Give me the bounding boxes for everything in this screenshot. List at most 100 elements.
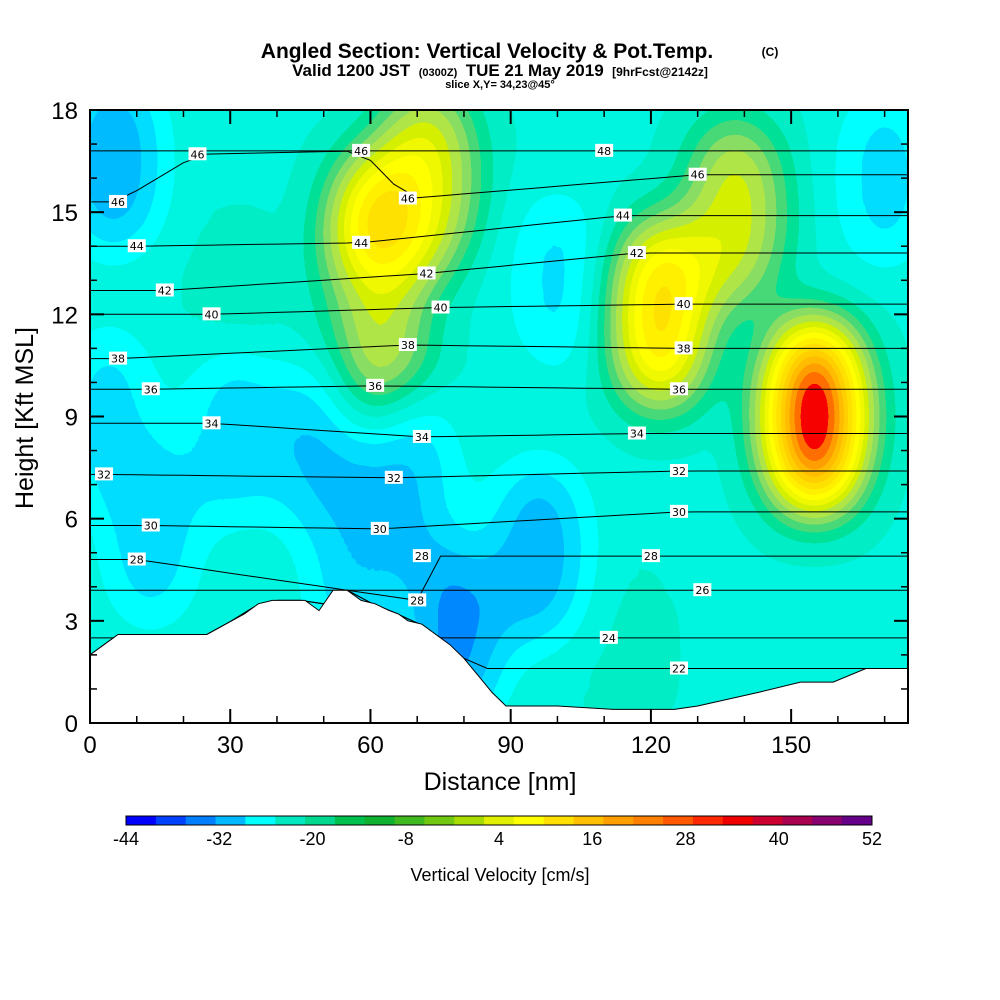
contour-label-bg	[693, 583, 712, 597]
colorbar-frame	[125, 815, 873, 826]
velocity-cell-13	[500, 457, 577, 648]
contour-label-bg	[627, 246, 646, 260]
velocity-cell-14	[519, 185, 596, 376]
x-axis-label: Distance [nm]	[424, 768, 577, 796]
contour-label-bg	[127, 552, 146, 566]
slice-label: slice X,Y= 34,23@45°	[445, 79, 555, 91]
colorbar-swatch	[364, 816, 395, 825]
colorbar-tick-label: -44	[113, 829, 139, 849]
colorbar-swatch	[155, 816, 187, 825]
colorbar-tick-label: 40	[769, 829, 789, 849]
contour-label: 38	[677, 342, 691, 355]
contour-label-bg	[688, 167, 707, 181]
pot-temp-contour-labels: 46 46 48 46 46 46 44 44 44 42 42 42 40 40 40 38 38 38 36 36…	[95, 143, 712, 676]
colorbar-swatch	[842, 816, 873, 825]
subtitle-forecast: [9hrFcst@2142z]	[612, 65, 708, 79]
contour-label: 22	[672, 663, 686, 676]
contour-label-bg	[669, 661, 688, 675]
contour-label-bg	[127, 239, 146, 253]
contour-label-bg	[352, 143, 371, 157]
contour-label-bg	[366, 378, 385, 392]
subtitle-valid: Valid 1200 JST	[292, 61, 411, 80]
colorbar-tick-label: -8	[398, 829, 414, 849]
colorbar-swatch	[633, 816, 664, 825]
colorbar-label: Vertical Velocity [cm/s]	[410, 865, 589, 885]
contour-label: 46	[401, 193, 415, 206]
contour-label: 28	[410, 594, 424, 607]
y-tick-label: 9	[65, 405, 78, 432]
colorbar: -44 -32 -20 -8 4 16 28 40 52	[113, 815, 882, 849]
x-tick-label: 60	[357, 732, 384, 759]
contour-label: 32	[387, 472, 401, 485]
colorbar-swatch	[573, 816, 604, 825]
contour-label: 40	[434, 302, 448, 315]
contour-label: 32	[672, 465, 686, 478]
contour-label: 36	[672, 383, 686, 396]
contour-label-bg	[669, 504, 688, 518]
contour-44	[90, 215, 908, 247]
contour-label-bg	[202, 307, 221, 321]
contour-label: 40	[205, 308, 219, 321]
contour-42	[90, 252, 908, 291]
contour-34	[90, 422, 908, 438]
velocity-cell-19	[589, 559, 666, 723]
x-tick-label: 90	[497, 732, 524, 759]
contour-label-bg	[595, 143, 614, 157]
y-axis-label: Height [Kft MSL]	[11, 327, 39, 509]
contour-label-bg	[109, 351, 128, 365]
contour-label-bg	[155, 283, 174, 297]
subtitle-utc: (0300Z)	[419, 67, 458, 79]
colorbar-tick-label: -20	[299, 829, 325, 849]
contour-label-bg	[412, 549, 431, 563]
contour-label: 32	[97, 468, 111, 481]
contour-label: 34	[630, 428, 644, 441]
y-tick-label: 6	[65, 507, 78, 534]
contour-label-bg	[141, 382, 160, 396]
contour-38	[90, 344, 908, 360]
contour-label: 44	[130, 240, 144, 253]
contour-label: 44	[354, 237, 368, 250]
y-tick-label: 15	[51, 200, 78, 227]
contour-label-bg	[370, 521, 389, 535]
contour-label-bg	[398, 337, 417, 351]
contour-label: 46	[691, 169, 705, 182]
y-tick-label: 3	[65, 609, 78, 636]
x-tick-label: 0	[83, 732, 96, 759]
colorbar-tick-label: 52	[862, 829, 882, 849]
velocity-cell-16	[697, 117, 774, 308]
contour-label-bg	[398, 191, 417, 205]
contour-label: 46	[111, 196, 125, 209]
colorbar-swatch	[126, 816, 157, 825]
contour-28	[90, 555, 908, 601]
contour-label: 48	[597, 145, 611, 158]
colorbar-swatch	[394, 816, 425, 825]
contour-label-bg	[431, 300, 450, 314]
colorbar-swatch	[692, 816, 724, 825]
subtitle-date: TUE 21 May 2019	[466, 61, 604, 80]
velocity-cell-11	[369, 389, 446, 580]
contour-label: 46	[191, 148, 205, 161]
contour-label: 38	[111, 353, 125, 366]
colorbar-tick-label: 4	[494, 829, 504, 849]
colorbar-tick-label: -32	[206, 829, 232, 849]
colorbar-swatch	[454, 816, 485, 825]
contour-label-bg	[613, 208, 632, 222]
contour-46	[90, 150, 908, 203]
contour-label-bg	[109, 194, 128, 208]
colorbar-swatch	[305, 816, 336, 825]
colorbar-swatch	[782, 816, 813, 825]
contour-label: 28	[130, 554, 144, 567]
contour-label-bg	[141, 518, 160, 532]
colorbar-swatch	[663, 816, 694, 825]
velocity-cell-10	[388, 110, 465, 274]
contour-label-bg	[352, 235, 371, 249]
contour-label: 42	[420, 267, 434, 280]
contour-label: 30	[672, 506, 686, 519]
colorbar-swatch	[603, 816, 634, 825]
contour-label-bg	[641, 549, 660, 563]
contour-40	[90, 303, 908, 315]
contour-label-bg	[384, 470, 403, 484]
x-tick-label: 120	[631, 732, 671, 759]
